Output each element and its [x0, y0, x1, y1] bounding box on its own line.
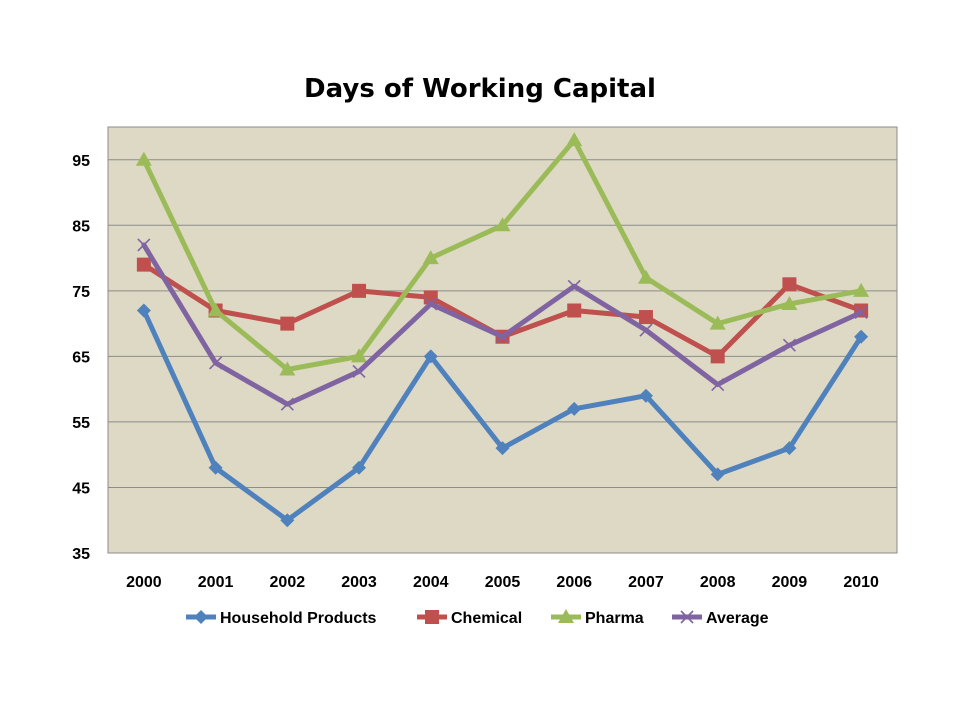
x-tick-label: 2002 — [270, 574, 306, 591]
pharma-point — [494, 217, 511, 232]
series-group — [135, 132, 870, 528]
legend-label-household-products: Household Products — [220, 610, 377, 627]
chemical-point — [782, 277, 797, 292]
legend-item-household-products: Household Products — [186, 610, 377, 627]
legend-item-pharma: Pharma — [551, 609, 644, 627]
legend-marker-average — [680, 610, 694, 624]
chart-title: Days of Working Capital — [304, 74, 656, 104]
x-tick-label: 2000 — [126, 574, 162, 591]
legend-label-pharma: Pharma — [585, 610, 644, 627]
legend-marker-pharma — [558, 609, 574, 623]
pharma-point — [566, 132, 583, 147]
y-tick-label: 45 — [72, 480, 90, 497]
legend-label-chemical: Chemical — [451, 610, 522, 627]
x-tick-label: 2003 — [341, 574, 377, 591]
x-axis-ticks: 2000 2001 2002 2003 2004 2005 2006 2007 2008 2009… — [126, 574, 879, 591]
legend-item-chemical: Chemical — [417, 610, 522, 627]
household-products-point — [495, 441, 510, 456]
chemical-point — [638, 310, 653, 325]
average-point — [137, 238, 151, 252]
x-tick-label: 2005 — [485, 574, 521, 591]
y-tick-label: 65 — [72, 349, 90, 366]
household-products-point — [782, 441, 797, 456]
average-point — [495, 330, 510, 344]
y-tick-label: 35 — [72, 546, 90, 563]
x-tick-label: 2010 — [843, 574, 879, 591]
series-average — [137, 238, 868, 411]
pharma-point — [351, 348, 368, 363]
average-point — [711, 378, 725, 392]
chemical-point — [352, 283, 367, 298]
household-products-point — [352, 460, 367, 475]
chemical-point — [136, 257, 151, 272]
x-tick-label: 2007 — [628, 574, 664, 591]
household-products-point — [208, 460, 223, 475]
y-tick-label: 85 — [72, 218, 90, 235]
chemical-point — [280, 316, 295, 331]
chemical-point — [567, 303, 582, 318]
legend-marker-household-products — [194, 610, 208, 624]
x-tick-label: 2006 — [556, 574, 592, 591]
series-household-products — [136, 303, 869, 528]
average-point — [567, 279, 581, 293]
pharma-point — [207, 302, 224, 317]
average-point — [854, 305, 868, 320]
household-products-point — [423, 349, 438, 364]
x-tick-label: 2001 — [198, 574, 234, 591]
household-products-point — [710, 467, 725, 482]
pharma-point — [709, 315, 726, 330]
legend: Household Products Chemical Pharma Average — [186, 609, 769, 627]
legend-marker-chemical — [425, 610, 439, 624]
y-axis-ticks: 35 45 55 65 75 85 95 — [72, 153, 90, 563]
legend-item-average: Average — [672, 610, 769, 627]
pharma-point — [422, 250, 439, 265]
x-tick-label: 2008 — [700, 574, 736, 591]
average-point — [352, 364, 366, 379]
average-point — [280, 397, 294, 411]
y-tick-label: 75 — [72, 284, 90, 301]
chemical-point — [710, 349, 725, 364]
household-products-point — [854, 329, 869, 344]
household-products-point — [280, 513, 295, 528]
x-tick-label: 2009 — [772, 574, 808, 591]
average-point — [782, 338, 796, 352]
average-point — [424, 297, 438, 311]
pharma-point — [781, 295, 798, 310]
pharma-point — [853, 282, 870, 297]
y-tick-label: 55 — [72, 415, 90, 432]
legend-label-average: Average — [706, 610, 769, 627]
series-pharma — [135, 132, 870, 376]
average-point — [209, 356, 223, 370]
household-products-point — [136, 303, 151, 318]
average-point — [639, 323, 653, 337]
pharma-point — [637, 269, 654, 284]
pharma-point — [135, 151, 152, 166]
x-tick-label: 2004 — [413, 574, 449, 591]
y-tick-label: 95 — [72, 153, 90, 170]
household-products-point — [638, 388, 653, 403]
household-products-point — [567, 401, 582, 416]
pharma-point — [279, 361, 296, 376]
